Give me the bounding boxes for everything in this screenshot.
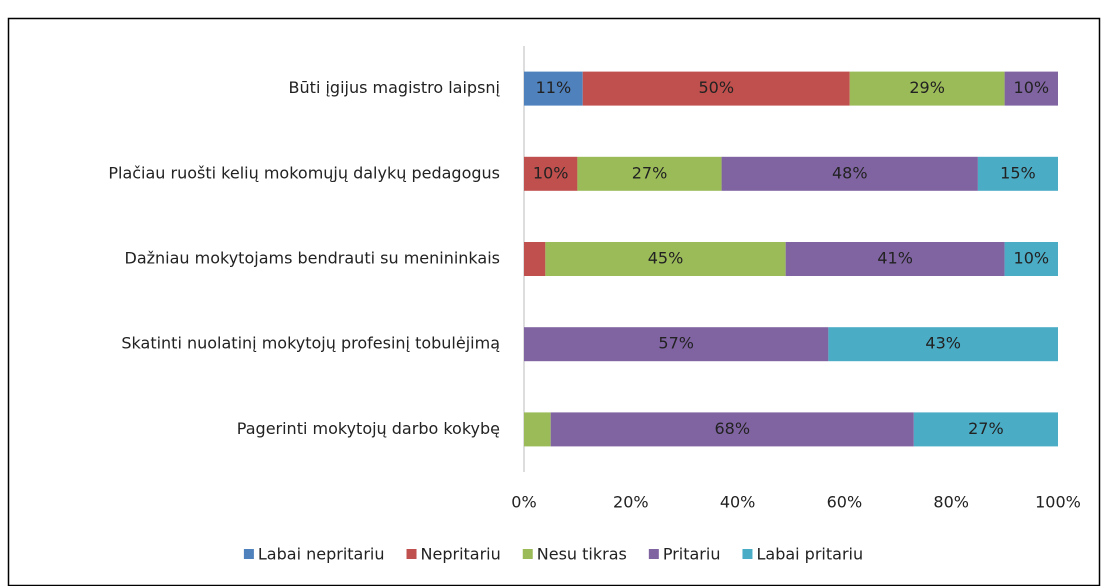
bar-segment [550, 412, 914, 447]
y-tick-label: Plačiau ruošti kelių mokomųjų dalykų ped… [108, 163, 500, 182]
data-label: 27% [632, 163, 668, 182]
legend-label: Pritariu [663, 545, 721, 564]
y-tick-label: Pagerinti mokytojų darbo kokybę [237, 419, 500, 438]
data-label: 15% [1000, 163, 1036, 182]
x-tick-label: 60% [827, 493, 863, 512]
data-label: 27% [968, 419, 1004, 438]
y-tick-label: Skatinti nuolatinį mokytojų profesinį to… [121, 334, 500, 353]
bar-segment [524, 412, 551, 447]
bar-segment [913, 412, 1058, 447]
data-label: 29% [909, 78, 945, 97]
legend-swatch [742, 549, 753, 559]
legend-swatch [243, 549, 254, 559]
data-label: 10% [1014, 249, 1050, 268]
data-label: 48% [832, 163, 868, 182]
x-tick-label: 40% [720, 493, 756, 512]
legend-label: Labai nepritariu [258, 545, 385, 564]
data-label: 10% [533, 163, 569, 182]
legend-swatch [522, 549, 533, 559]
data-label: 45% [648, 249, 684, 268]
legend-swatch [648, 549, 659, 559]
bar-segment [721, 156, 978, 191]
bar-segment [582, 71, 850, 106]
x-tick-label: 100% [1035, 493, 1081, 512]
bar-segment [977, 156, 1058, 191]
y-tick-label: Dažniau mokytojams bendrauti su meninink… [125, 249, 501, 268]
bar-segment [1004, 242, 1058, 276]
data-label: 11% [536, 78, 572, 97]
bar-segment [545, 242, 786, 276]
data-label: 57% [658, 334, 694, 353]
x-tick-label: 0% [511, 493, 536, 512]
data-label: 43% [925, 334, 961, 353]
bar-segment [785, 242, 1005, 276]
bar-segment [524, 327, 829, 362]
data-label: 41% [877, 249, 913, 268]
legend-swatch [406, 549, 417, 559]
bar-segment [828, 327, 1058, 362]
bar-segment [524, 242, 546, 276]
chart-frame [7, 17, 1101, 586]
bar-segment [1004, 71, 1058, 106]
data-label: 68% [714, 419, 750, 438]
legend-label: Nesu tikras [537, 545, 627, 564]
legend-label: Nepritariu [421, 545, 501, 564]
y-tick-label: Būti įgijus magistro laipsnį [289, 78, 501, 97]
bar-segment [849, 71, 1005, 106]
legend-label: Labai pritariu [756, 545, 863, 564]
data-label: 10% [1014, 78, 1050, 97]
x-tick-label: 20% [613, 493, 649, 512]
data-label: 50% [698, 78, 734, 97]
x-tick-label: 80% [933, 493, 969, 512]
bar-segment [577, 156, 722, 191]
bar-segment [524, 156, 578, 191]
bar-segment [524, 71, 583, 106]
